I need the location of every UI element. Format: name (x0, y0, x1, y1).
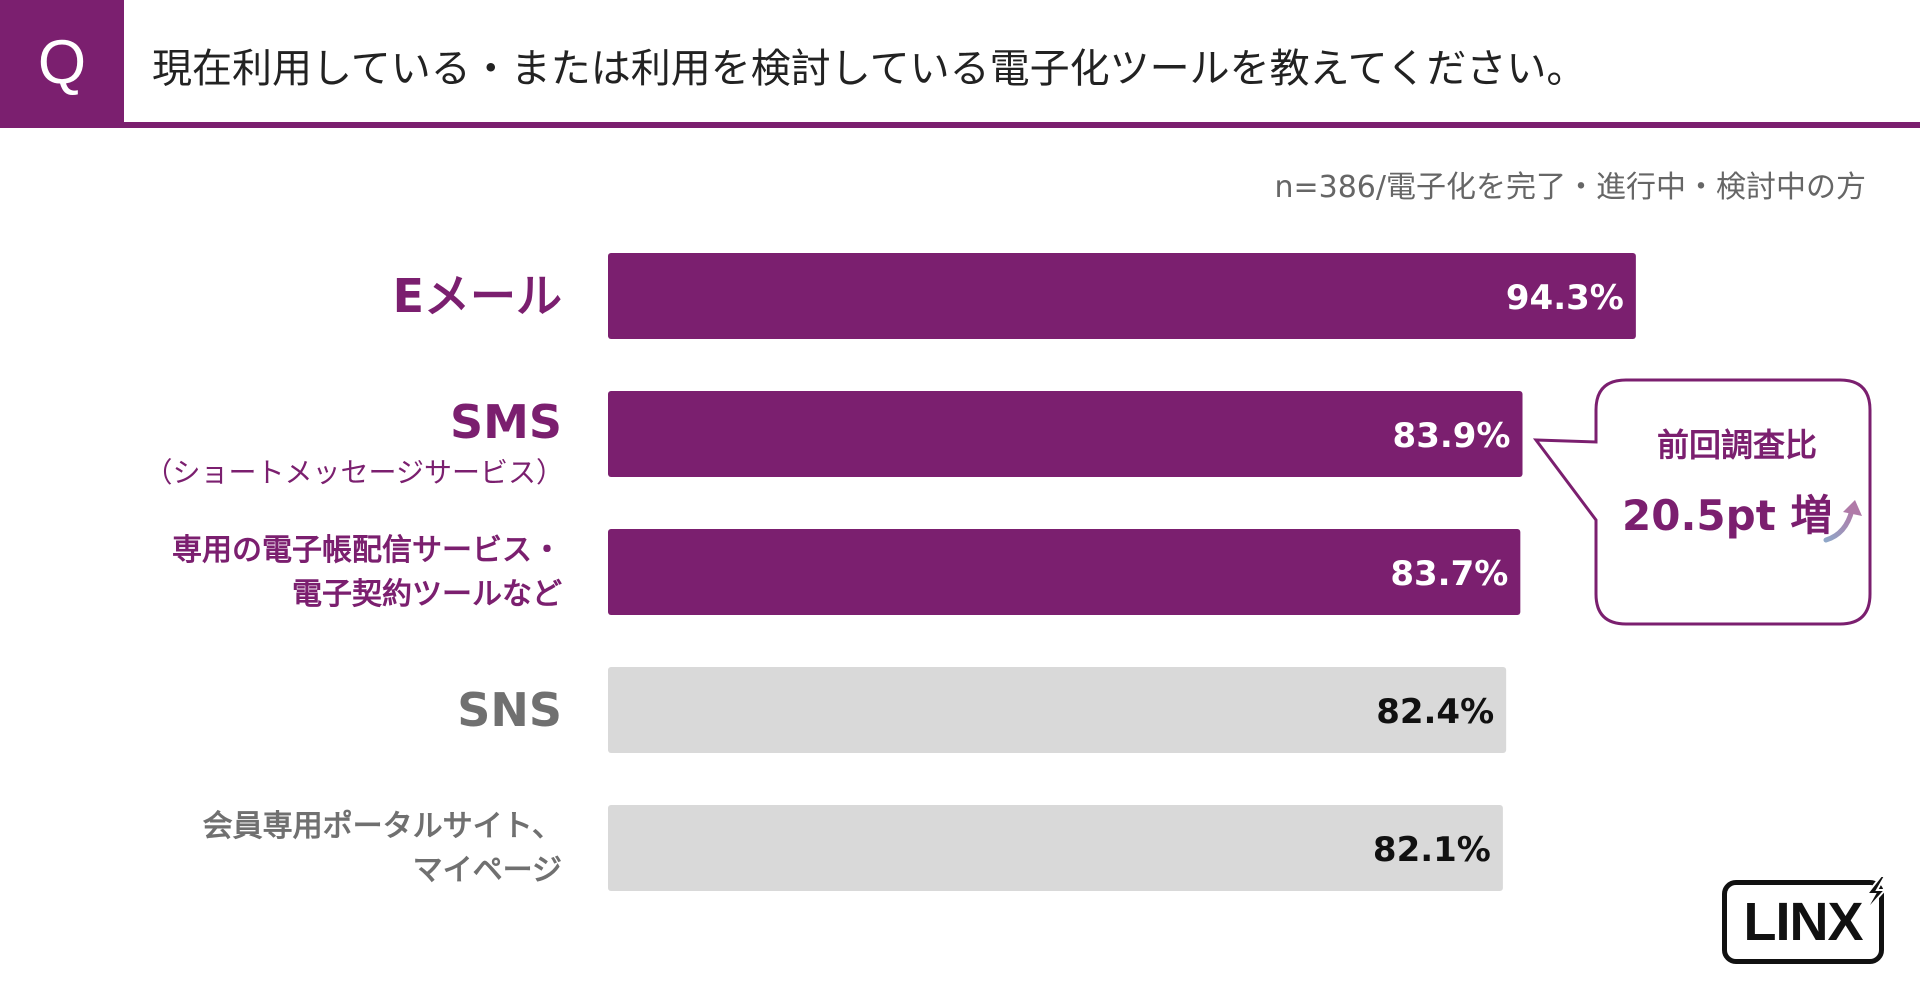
bar (608, 253, 1636, 339)
bar-value-label: 83.7% (1390, 554, 1508, 594)
category-label: SNS (457, 683, 562, 737)
page-title: 現在利用している・または利用を検討している電子化ツールを教えてください。 (152, 46, 1587, 92)
sample-note: n=386/電子化を完了・進行中・検討中の方 (1274, 170, 1866, 205)
callout-line-2: 20.5pt 増 (1622, 491, 1832, 540)
linx-logo: LINX (1722, 880, 1884, 964)
header: Q 現在利用している・または利用を検討している電子化ツールを教えてください。 (0, 0, 1920, 128)
bar (608, 391, 1523, 477)
callout-line-1: 前回調査比 (1657, 426, 1817, 464)
callout-outline (1532, 378, 1872, 626)
question-badge-label: Q (37, 27, 87, 97)
lightning-bolt-icon (1864, 875, 1888, 913)
bar-value-label: 82.4% (1376, 692, 1494, 732)
bar-row: 83.9% SMS （ショートメッセージサービス） (145, 391, 1523, 489)
question-badge: Q (0, 0, 124, 124)
bar (608, 805, 1503, 891)
header-divider (0, 122, 1920, 128)
category-label: 電子契約ツールなど (292, 577, 562, 612)
bar-row: 82.4% SNS (457, 667, 1507, 753)
up-arrow-icon (1823, 500, 1862, 543)
category-label: SMS (450, 395, 562, 449)
callout-bubble: 前回調査比 20.5pt 増 (1532, 378, 1872, 626)
category-label: マイページ (413, 853, 562, 888)
bar (608, 529, 1521, 615)
bar-row: 83.7% 専用の電子帳配信サービス・電子契約ツールなど (172, 529, 1521, 615)
category-label: 会員専用ポータルサイト、 (203, 809, 562, 844)
bar-row: 82.1% 会員専用ポータルサイト、マイページ (203, 805, 1503, 891)
bar (608, 667, 1507, 753)
bar-value-label: 83.9% (1393, 416, 1511, 456)
category-label: 専用の電子帳配信サービス・ (172, 533, 562, 568)
category-label: Eメール (393, 269, 562, 323)
bar-value-label: 94.3% (1506, 278, 1624, 318)
bar-value-label: 82.1% (1373, 830, 1491, 870)
category-sublabel: （ショートメッセージサービス） (145, 456, 564, 489)
bar-row: 94.3% Eメール (393, 253, 1636, 339)
logo-text: LINX (1743, 892, 1863, 952)
